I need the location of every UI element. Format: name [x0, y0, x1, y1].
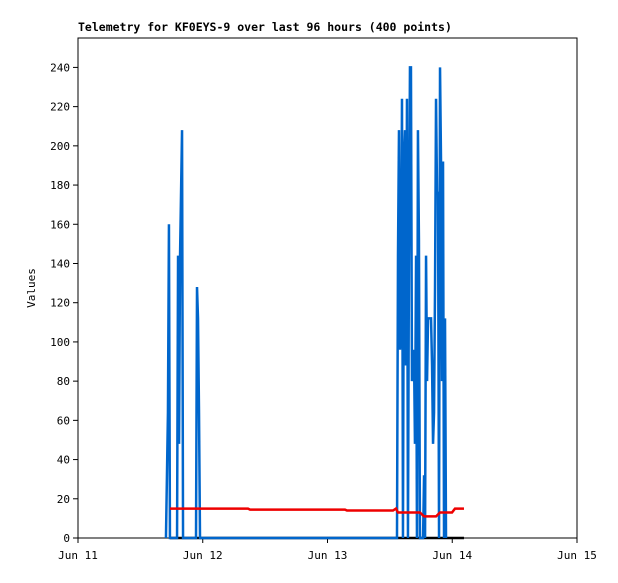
y-tick-label: 0: [63, 532, 70, 545]
plot-frame: [77, 37, 578, 539]
y-tick-label: 180: [50, 179, 70, 192]
y-tick-label: 220: [50, 101, 70, 114]
y-tick-label: 240: [50, 61, 70, 74]
x-tick-label: Jun 14: [432, 549, 472, 562]
y-tick-label: 160: [50, 218, 70, 231]
series-line: [164, 66, 448, 540]
y-tick-label: 40: [57, 454, 70, 467]
y-tick-label: 20: [57, 493, 70, 506]
y-tick-label: 140: [50, 257, 70, 270]
x-tick-label: Jun 15: [557, 549, 597, 562]
y-tick-label: 120: [50, 297, 70, 310]
y-tick-label: 200: [50, 140, 70, 153]
y-tick-label: 80: [57, 375, 70, 388]
series-line: [169, 506, 464, 518]
y-tick-label: 60: [57, 414, 70, 427]
y-axis-label: Values: [25, 268, 38, 308]
y-tick-label: 100: [50, 336, 70, 349]
x-tick-label: Jun 11: [58, 549, 98, 562]
chart-title: Telemetry for KF0EYS-9 over last 96 hour…: [78, 20, 452, 34]
x-tick-label: Jun 13: [308, 549, 348, 562]
x-tick-label: Jun 12: [183, 549, 223, 562]
